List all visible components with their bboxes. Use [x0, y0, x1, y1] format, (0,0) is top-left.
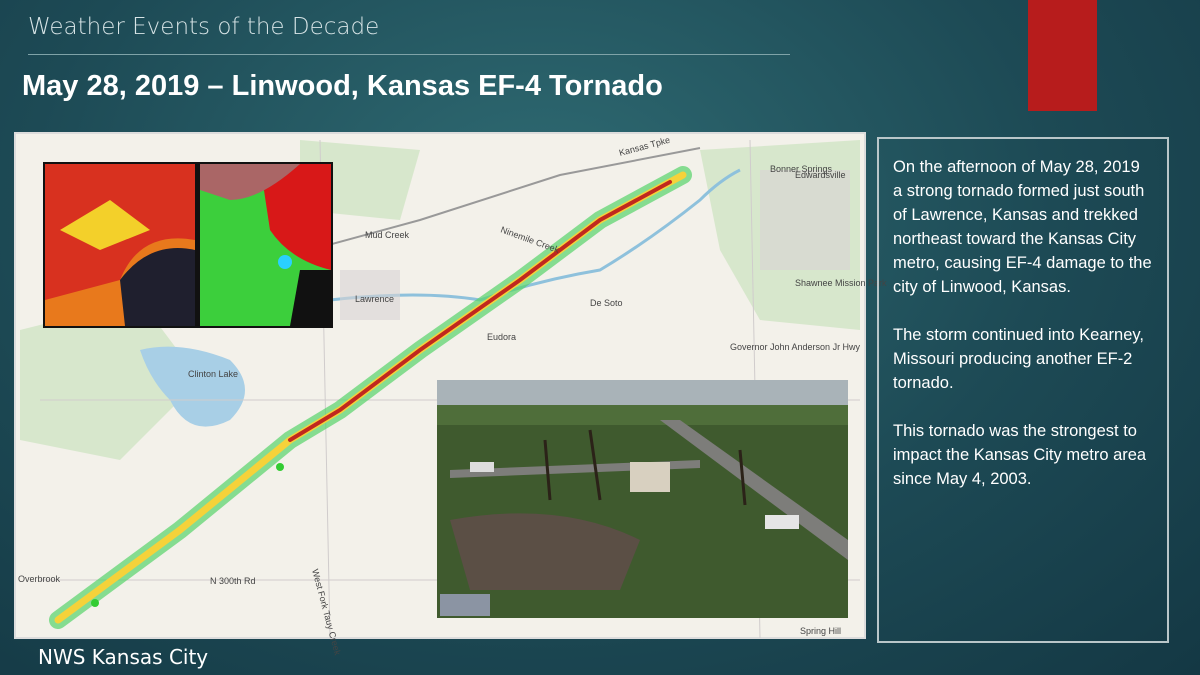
map-label: Lawrence — [355, 294, 394, 304]
description-paragraph: This tornado was the strongest to impact… — [893, 422, 1147, 488]
description-paragraph: On the afternoon of May 28, 2019 a stron… — [893, 158, 1152, 296]
description-paragraph: The storm continued into Kearney, Missou… — [893, 326, 1144, 392]
map-label: Governor John Anderson Jr Hwy — [730, 342, 861, 352]
slide-kicker: Weather Events of the Decade — [28, 14, 380, 40]
accent-block — [1028, 0, 1097, 111]
slide-footer: NWS Kansas City — [38, 645, 209, 669]
map-label: Clinton Lake — [188, 369, 238, 379]
map-label: N 300th Rd — [210, 576, 256, 586]
description-box: On the afternoon of May 28, 2019 a stron… — [877, 137, 1169, 643]
map-label: Bonner Springs — [770, 164, 833, 174]
map-label: Overbrook — [18, 574, 61, 584]
map-label: Edwardsville — [795, 170, 846, 180]
radar-inset — [43, 162, 333, 328]
map-label: Spring Hill — [800, 626, 841, 636]
rule — [28, 54, 790, 55]
map-label: De Soto — [590, 298, 623, 308]
map-label: Eudora — [487, 332, 516, 342]
slide-title: May 28, 2019 – Linwood, Kansas EF-4 Torn… — [22, 70, 663, 102]
map-label: Mud Creek — [365, 230, 410, 240]
map-label: Shawnee Mission Park — [795, 278, 887, 288]
damage-photo — [437, 380, 848, 618]
